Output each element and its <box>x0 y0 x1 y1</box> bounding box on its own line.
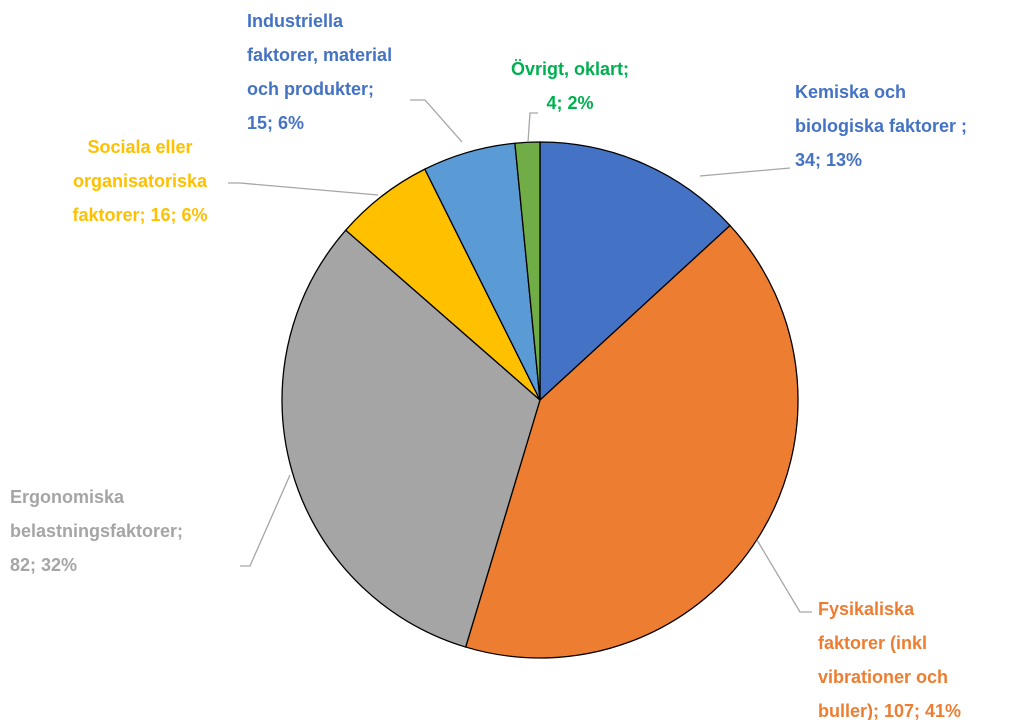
leader-line <box>410 99 463 143</box>
data-label: vibrationer och <box>818 667 948 687</box>
data-label: buller); 107; 41% <box>818 701 961 720</box>
data-label: 15; 6% <box>247 113 304 133</box>
data-label: Industriella <box>247 11 344 31</box>
data-label: 34; 13% <box>795 150 862 170</box>
data-label: Kemiska och <box>795 82 906 102</box>
leader-line <box>228 182 379 196</box>
data-label: faktorer, material <box>247 45 392 65</box>
data-label: 82; 32% <box>10 555 77 575</box>
data-label: Sociala eller <box>87 137 192 157</box>
leader-line <box>527 112 538 143</box>
pie-slice <box>281 229 541 648</box>
data-label: organisatoriska <box>73 171 208 191</box>
leader-line <box>756 539 812 613</box>
data-label: Fysikaliska <box>818 599 915 619</box>
data-label: Övrigt, oklart; <box>511 59 629 79</box>
data-label: biologiska faktorer ; <box>795 116 967 136</box>
data-label: och produkter; <box>247 79 374 99</box>
pie-slice <box>464 224 799 659</box>
data-label: belastningsfaktorer; <box>10 521 183 541</box>
leader-line <box>699 167 791 177</box>
data-label: Ergonomiska <box>10 487 125 507</box>
leader-line <box>240 474 291 567</box>
data-label: faktorer (inkl <box>818 633 927 653</box>
pie-slice <box>539 141 731 402</box>
data-label: 4; 2% <box>546 93 593 113</box>
pie-slice <box>514 141 541 401</box>
data-label: faktorer; 16; 6% <box>72 205 207 225</box>
